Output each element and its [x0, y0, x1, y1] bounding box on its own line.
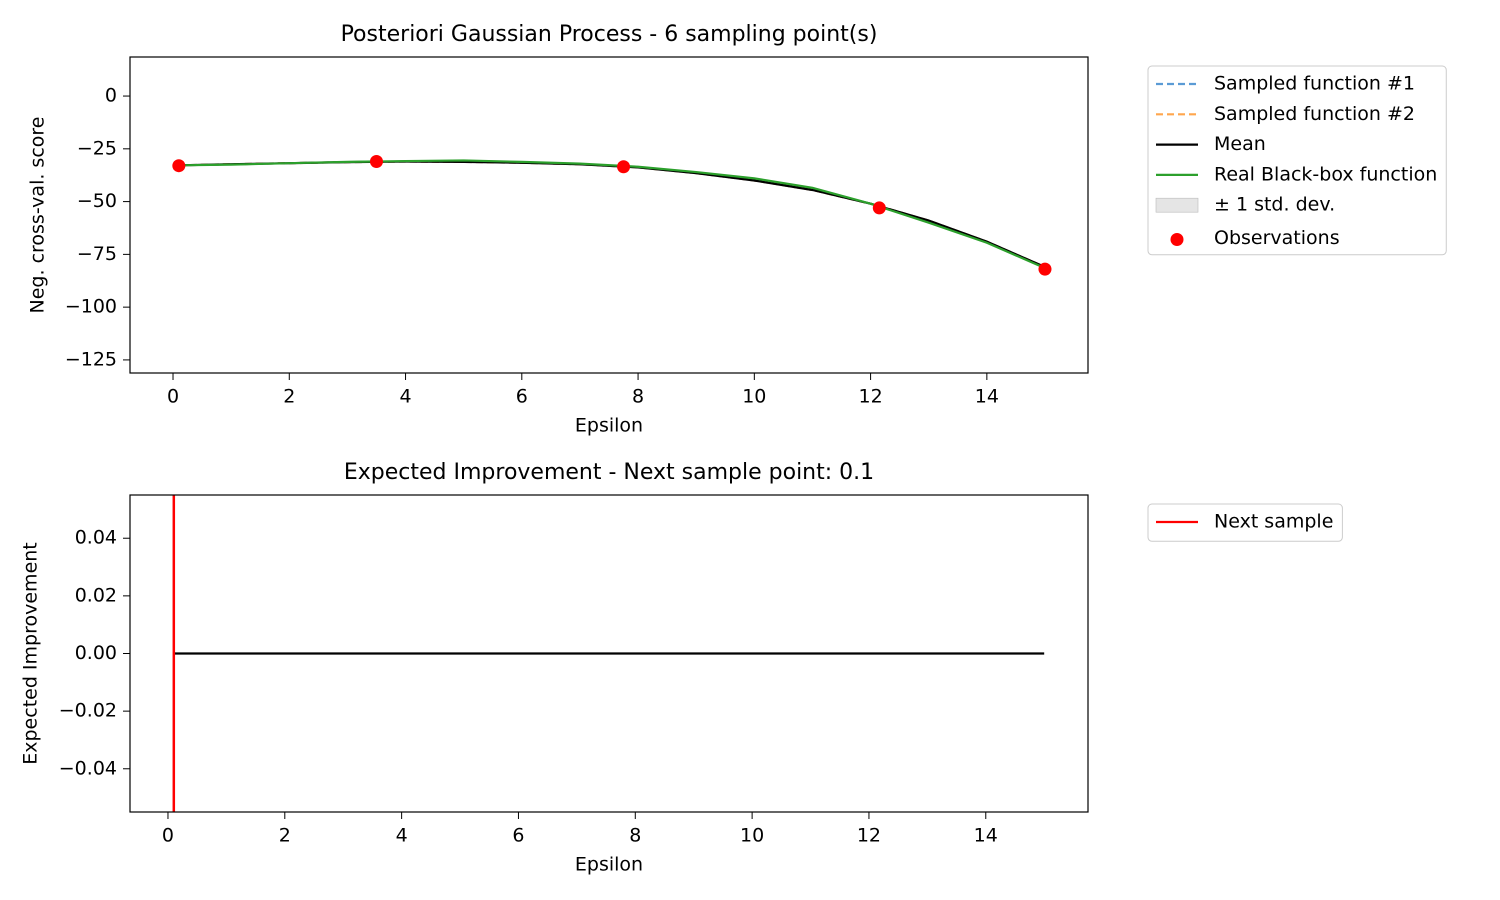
legend: Sampled function #1 Sampled function #2 Me…	[1147, 65, 1447, 256]
y-tick-label: 0.02	[75, 584, 117, 606]
legend-box	[1147, 503, 1343, 542]
y-tick-label: −75	[77, 243, 117, 265]
y-tick-label: 0.04	[75, 527, 117, 549]
series-line	[178, 159, 1046, 270]
observation	[872, 201, 886, 215]
series-line	[178, 160, 1046, 269]
y-tick-label: −25	[77, 137, 117, 159]
x-axis-label: Epsilon	[575, 854, 643, 876]
legend-swatch	[1155, 197, 1199, 213]
plot-frame	[129, 56, 1089, 374]
legend-label: Observations	[1214, 227, 1340, 249]
x-axis-label: Epsilon	[575, 415, 643, 437]
observation	[617, 160, 631, 174]
y-tick-label: −0.02	[59, 700, 117, 722]
legend-label: Sampled function #1	[1214, 73, 1415, 95]
y-tick-label: 0	[105, 85, 117, 107]
observation	[369, 154, 383, 168]
chart-title: Posteriori Gaussian Process - 6 sampling…	[341, 22, 878, 47]
x-tick-label: 4	[396, 825, 408, 847]
x-tick-label: 12	[858, 386, 882, 408]
x-tick-label: 4	[399, 386, 411, 408]
legend-label: Next sample	[1214, 511, 1333, 533]
x-tick-label: 6	[516, 386, 528, 408]
y-tick-label: −125	[65, 348, 117, 370]
x-tick-label: 8	[629, 825, 641, 847]
x-tick-label: 14	[974, 825, 998, 847]
x-tick-label: 6	[512, 825, 524, 847]
legend-label: Real Black-box function	[1214, 163, 1437, 185]
x-tick-label: 2	[283, 386, 295, 408]
observation	[1038, 262, 1052, 276]
y-axis-label: Expected Improvement	[20, 542, 42, 765]
legend-swatch	[1170, 233, 1184, 246]
std-band	[178, 160, 1045, 268]
series-line	[178, 160, 1046, 269]
x-tick-label: 8	[632, 386, 644, 408]
y-tick-label: 0.00	[75, 642, 117, 664]
y-tick-label: −100	[65, 296, 117, 318]
legend-box	[1147, 65, 1447, 256]
x-tick-label: 10	[740, 825, 764, 847]
plot-frame	[129, 494, 1089, 813]
series-line	[178, 160, 1046, 269]
x-tick-label: 0	[162, 825, 174, 847]
legend-label: ± 1 std. dev.	[1214, 194, 1335, 216]
x-tick-label: 0	[167, 386, 179, 408]
y-tick-label: −50	[77, 190, 117, 212]
y-axis-label: Neg. cross-val. score	[27, 117, 49, 314]
x-tick-label: 12	[857, 825, 881, 847]
observation	[172, 159, 186, 173]
legend-label: Sampled function #2	[1214, 103, 1415, 125]
y-tick-label: −0.04	[59, 757, 117, 779]
legend: Next sample	[1147, 503, 1343, 542]
legend-label: Mean	[1214, 133, 1266, 155]
x-tick-label: 14	[975, 386, 999, 408]
chart-title: Expected Improvement - Next sample point…	[344, 460, 874, 485]
x-tick-label: 2	[279, 825, 291, 847]
x-tick-label: 10	[742, 386, 766, 408]
